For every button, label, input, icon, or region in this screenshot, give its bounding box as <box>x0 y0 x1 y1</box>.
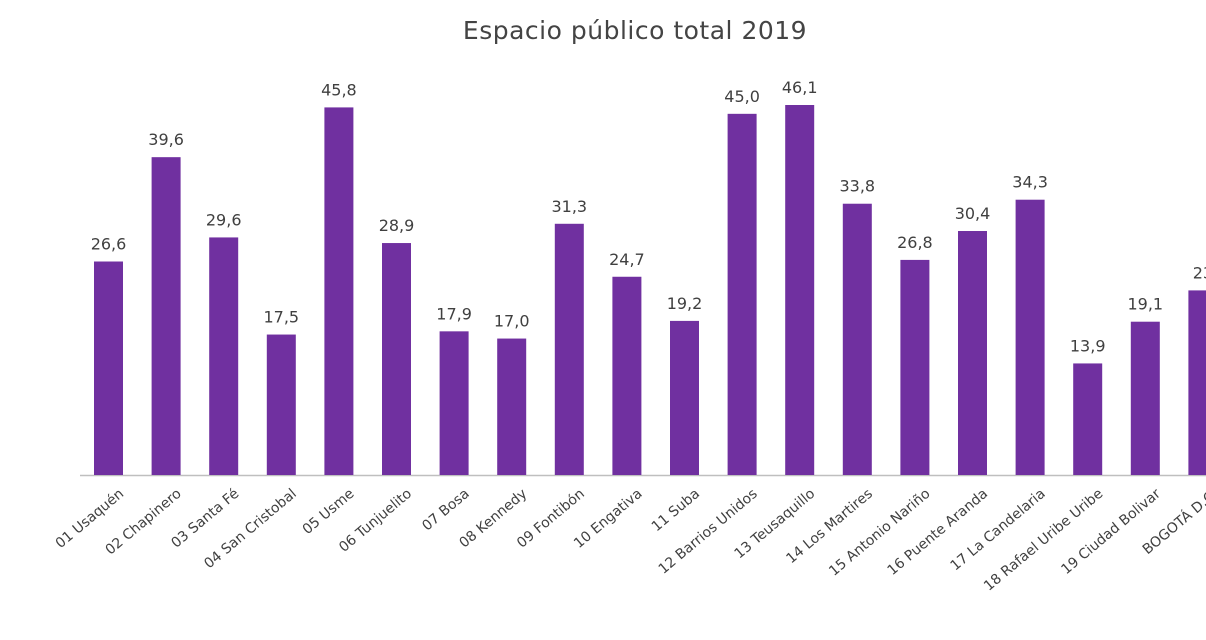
bar <box>266 334 296 475</box>
bar <box>439 331 469 475</box>
bar <box>727 113 757 475</box>
x-tick-label: 16 Puente Aranda <box>885 486 992 579</box>
bar <box>670 320 699 475</box>
data-label: 17,0 <box>494 312 530 331</box>
x-tick-label: 11 Suba <box>649 486 703 535</box>
x-tick-label: 12 Barrios Unidos <box>656 486 761 578</box>
data-label: 45,0 <box>724 87 760 106</box>
bar <box>1130 321 1160 475</box>
bar <box>151 157 181 476</box>
bar <box>785 105 815 475</box>
bar <box>1015 199 1045 475</box>
bar <box>958 231 987 475</box>
bar <box>209 237 239 475</box>
data-label: 24,7 <box>609 250 645 269</box>
bar <box>497 338 527 475</box>
bar <box>94 261 123 475</box>
bar <box>612 276 642 475</box>
data-label: 34,3 <box>1012 173 1048 192</box>
data-label: 45,8 <box>321 80 357 99</box>
data-label: 39,6 <box>148 130 184 149</box>
bar <box>842 203 872 476</box>
data-label: 29,6 <box>206 210 242 229</box>
bar <box>382 243 411 475</box>
chart-title: Espacio público total 2019 <box>462 16 808 45</box>
data-label: 33,8 <box>839 177 875 196</box>
bar <box>900 259 930 475</box>
data-label: 17,9 <box>436 304 472 323</box>
bar <box>1073 363 1103 475</box>
bar <box>324 107 354 475</box>
data-label: 28,9 <box>379 216 415 235</box>
x-tick-label: 19 Ciudad Bolivar <box>1058 486 1164 578</box>
data-label: 31,3 <box>551 197 587 216</box>
x-tick-label: 07 Bosa <box>419 486 472 534</box>
data-label: 19,2 <box>667 294 703 313</box>
x-tick-label: 05 Usme <box>300 486 358 538</box>
data-label: 26,8 <box>897 233 933 252</box>
data-label: 26,6 <box>91 235 127 254</box>
bar <box>1188 290 1206 475</box>
data-label: 23 <box>1193 263 1206 282</box>
data-label: 13,9 <box>1070 336 1106 355</box>
data-label: 30,4 <box>955 204 991 223</box>
x-tick-label: 15 Antonio Nariño <box>826 486 933 580</box>
data-label: 19,1 <box>1127 295 1163 314</box>
data-label: 46,1 <box>782 78 818 97</box>
bar <box>554 223 584 475</box>
x-tick-label: 17 La Candelaria <box>948 486 1049 574</box>
data-label: 17,5 <box>263 308 299 327</box>
